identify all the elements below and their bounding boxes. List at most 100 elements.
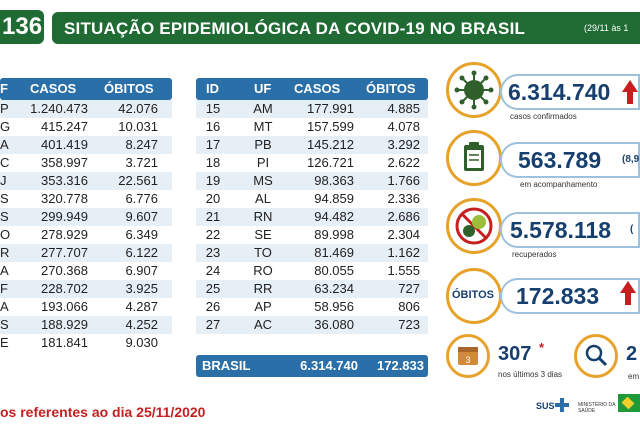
cell-id: 16 <box>205 119 221 134</box>
cell-casos: 81.469 <box>314 245 354 260</box>
cell-id: 15 <box>205 101 221 116</box>
cell-casos: 89.998 <box>314 227 354 242</box>
cell-uf: AL <box>255 191 271 206</box>
cell-obitos: 4.252 <box>125 317 158 332</box>
cell-obitos: 10.031 <box>118 119 158 134</box>
table-row: S 299.949 9.607 <box>0 208 172 226</box>
cell-casos: 358.997 <box>41 155 88 170</box>
table-row: O 278.929 6.349 <box>0 226 172 244</box>
investigation-label: em <box>628 372 640 381</box>
table-row: S 320.778 6.776 <box>0 190 172 208</box>
investigation-value: 2 <box>626 343 638 365</box>
cell-obitos: 6.907 <box>125 263 158 278</box>
recent-deaths-asterisk: * <box>539 340 545 355</box>
sus-cross-icon <box>555 398 569 412</box>
table-header: F CASOS ÓBITOS <box>0 78 172 100</box>
confirmed-label: casos confirmados <box>510 112 577 121</box>
table-row: 15 AM 177.991 4.885 <box>196 100 428 118</box>
increase-arrow-icon <box>620 281 636 293</box>
cell-casos: 277.707 <box>41 245 88 260</box>
table-row: E 181.841 9.030 <box>0 334 172 352</box>
table-row: 18 PI 126.721 2.622 <box>196 154 428 172</box>
deaths-pill <box>500 278 640 314</box>
virus-crossed-icon <box>446 198 502 254</box>
recovered-percent: ( <box>630 224 634 235</box>
total-label: BRASIL <box>202 358 251 373</box>
cell-uf: RN <box>253 209 273 224</box>
increase-arrow-stem <box>625 293 631 305</box>
cell-obitos: 3.292 <box>387 137 420 152</box>
cell-casos: 188.929 <box>41 317 88 332</box>
cell-obitos: 6.776 <box>125 191 158 206</box>
cell-obitos: 6.349 <box>125 227 158 242</box>
table-row: C 358.997 3.721 <box>0 154 172 172</box>
table-row: 19 MS 98.363 1.766 <box>196 172 428 190</box>
cell-id: 23 <box>205 245 221 260</box>
table-row: 17 PB 145.212 3.292 <box>196 136 428 154</box>
cell-id: 17 <box>205 137 221 152</box>
data-reference-note: os referentes ao dia 25/11/2020 <box>0 404 206 420</box>
cell-obitos: 2.304 <box>387 227 420 242</box>
cell-casos: 193.066 <box>41 299 88 314</box>
table-row: P 1.240.473 42.076 <box>0 100 172 118</box>
magnifier-icon <box>574 334 618 378</box>
header-id: ID <box>206 81 219 96</box>
cell-uf: RR <box>253 281 273 296</box>
table-row: 22 SE 89.998 2.304 <box>196 226 428 244</box>
cell-casos: 157.599 <box>307 119 354 134</box>
cell-casos: 278.929 <box>41 227 88 242</box>
table-row: A 270.368 6.907 <box>0 262 172 280</box>
header-casos: CASOS <box>294 81 341 96</box>
cell-obitos: 1.766 <box>387 173 420 188</box>
deaths-value: 172.833 <box>516 283 600 309</box>
brazil-flag-icon <box>618 394 640 412</box>
monitoring-percent: (8,9 <box>622 154 640 165</box>
cell-obitos: 9.607 <box>125 209 158 224</box>
cell-obitos: 4.885 <box>387 101 420 116</box>
cell-obitos: 3.925 <box>125 281 158 296</box>
total-obitos: 172.833 <box>377 358 424 373</box>
cell-casos: 320.778 <box>41 191 88 206</box>
cell-obitos: 9.030 <box>125 335 158 350</box>
cell-uf: O <box>0 227 11 242</box>
table-row: 23 TO 81.469 1.162 <box>196 244 428 262</box>
increase-arrow-stem <box>627 92 633 104</box>
table-row: 26 AP 58.956 806 <box>196 298 428 316</box>
recent-deaths-label: nos últimos 3 dias <box>498 370 563 379</box>
cell-obitos: 1.555 <box>387 263 420 278</box>
cell-uf: AC <box>253 317 273 332</box>
cell-casos: 181.841 <box>41 335 88 350</box>
table-row: J 353.316 22.561 <box>0 172 172 190</box>
recovered-label: recuperados <box>512 250 557 259</box>
calendar-icon: 3 <box>446 334 490 378</box>
cell-uf: E <box>0 335 9 350</box>
table-row: A 193.066 4.287 <box>0 298 172 316</box>
table-row: R 277.707 6.122 <box>0 244 172 262</box>
monitoring-pill <box>500 142 640 178</box>
cell-uf: MS <box>253 173 273 188</box>
cell-uf: G <box>0 119 11 134</box>
cell-casos: 63.234 <box>314 281 354 296</box>
cell-uf: PI <box>256 155 270 170</box>
table-row: 21 RN 94.482 2.686 <box>196 208 428 226</box>
cell-uf: A <box>0 263 9 278</box>
cell-casos: 353.316 <box>41 173 88 188</box>
table-row: 27 AC 36.080 723 <box>196 316 428 334</box>
cell-uf: S <box>0 191 9 206</box>
table-header: ID UF CASOS ÓBITOS <box>196 78 428 100</box>
cell-uf: RO <box>253 263 273 278</box>
cell-id: 19 <box>205 173 221 188</box>
cell-id: 20 <box>205 191 221 206</box>
cell-casos: 58.956 <box>314 299 354 314</box>
cell-obitos: 723 <box>398 317 420 332</box>
calendar-number: 3 <box>465 355 470 365</box>
cell-obitos: 727 <box>398 281 420 296</box>
table-row: S 188.929 4.252 <box>0 316 172 334</box>
brasil-total-row: BRASIL 6.314.740 172.833 <box>196 355 428 377</box>
header-uf: UF <box>254 81 272 96</box>
cell-obitos: 2.686 <box>387 209 420 224</box>
cell-obitos: 6.122 <box>125 245 158 260</box>
cell-id: 24 <box>205 263 221 278</box>
cell-casos: 1.240.473 <box>30 101 88 116</box>
cell-casos: 145.212 <box>307 137 354 152</box>
